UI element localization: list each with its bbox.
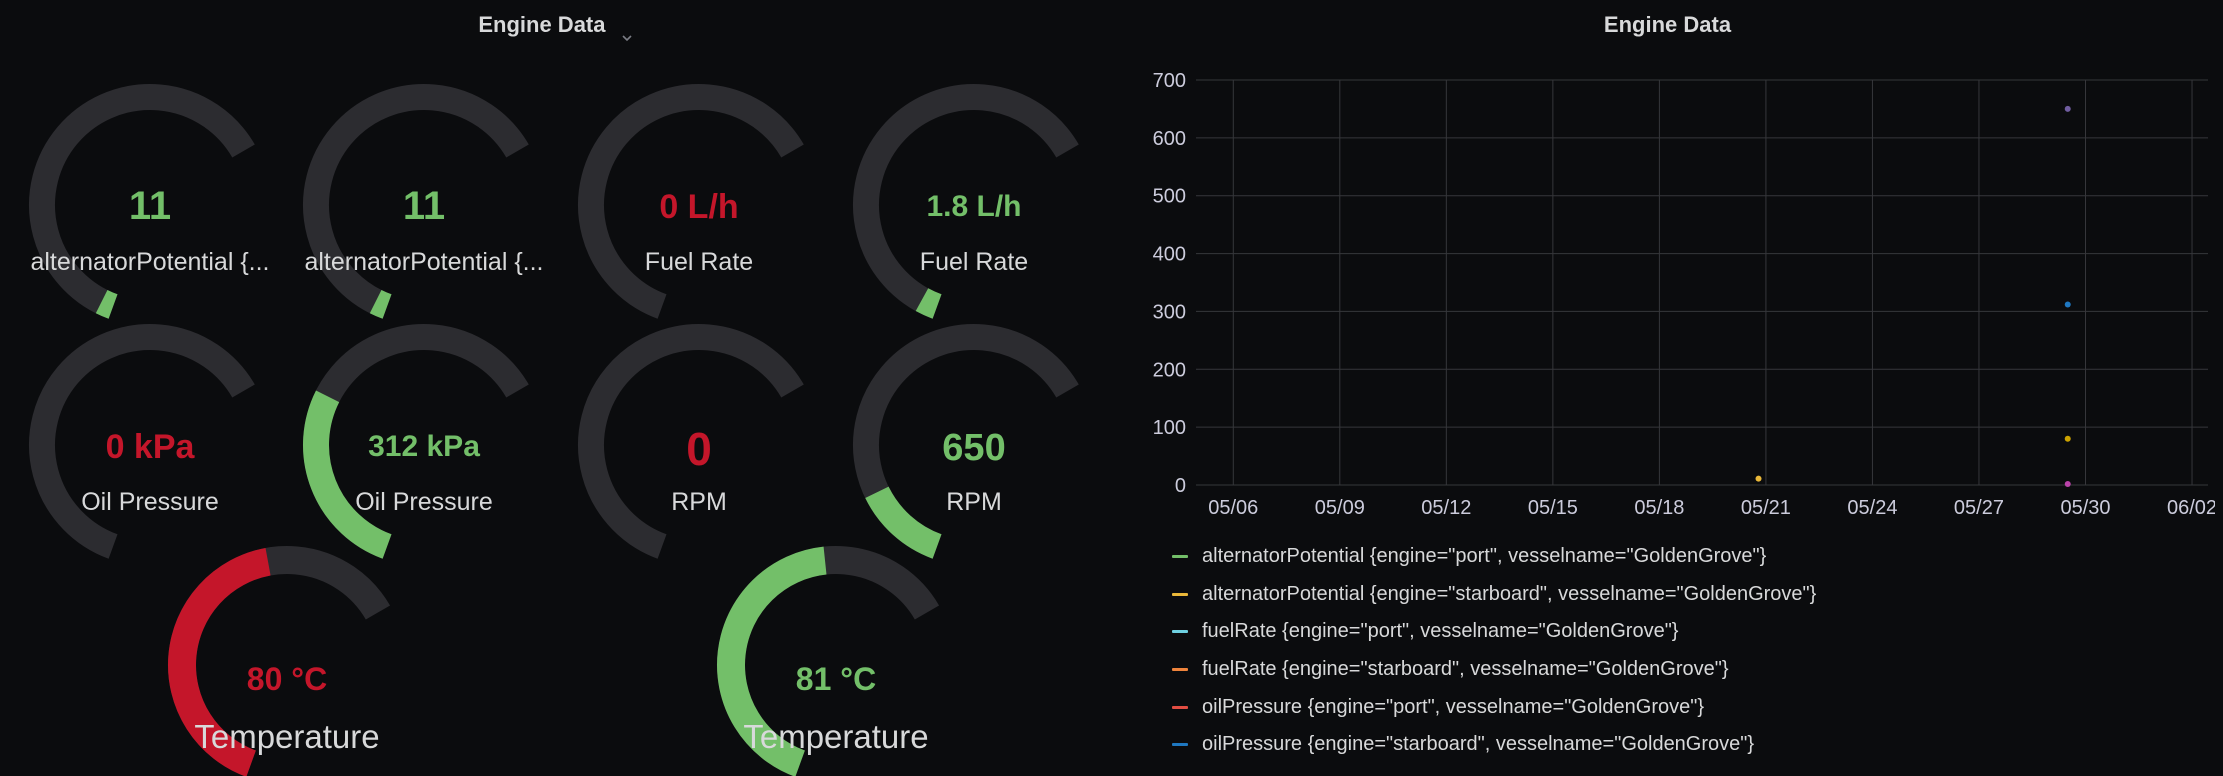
data-point [2064, 480, 2071, 487]
gauge-value: 650 [942, 427, 1006, 470]
gauge-value: 11 [402, 184, 446, 228]
scrollbar-gutter [2215, 0, 2223, 776]
x-tick-label: 05/24 [1847, 497, 1897, 519]
gauge-fill [717, 546, 827, 776]
panel-title: Engine Data [478, 12, 606, 37]
gauge-label: Fuel Rate [644, 247, 754, 276]
chart-legend: alternatorPotential {engine="port", vess… [1172, 538, 2202, 764]
data-point [2064, 301, 2071, 308]
gauge-label: Fuel Rate [919, 247, 1029, 276]
gauge-track [578, 324, 804, 559]
gauge-track [853, 84, 1079, 319]
y-tick-label: 100 [1153, 417, 1186, 439]
panel-title[interactable]: Engine Data [1603, 12, 1732, 37]
legend-swatch [1172, 743, 1188, 747]
y-tick-label: 200 [1153, 359, 1186, 381]
y-tick-label: 600 [1153, 128, 1186, 150]
gauge-alternator-port: 11 alternatorPotential {... [25, 80, 275, 330]
y-tick-label: 300 [1153, 301, 1186, 323]
gauge-track [578, 84, 804, 319]
gauge-value: 0 kPa [105, 427, 195, 466]
gauge-value: 80 °C [246, 660, 328, 697]
gauge-value: 0 [686, 423, 712, 476]
timeseries-panel: Engine Data [1112, 0, 2223, 776]
legend-label: oilPressure {engine="starboard", vesseln… [1202, 733, 1755, 756]
gauges-panel: Engine Data 11 alternatorPotential {... … [0, 0, 1110, 776]
chevron-down-icon[interactable] [622, 21, 632, 42]
gauge-track [29, 324, 255, 559]
gauge-label: Temperature [743, 717, 929, 755]
x-tick-label: 05/18 [1634, 497, 1684, 519]
gauge-alternator-starboard: 11 alternatorPotential {... [299, 80, 549, 330]
gauge-label: RPM [946, 487, 1002, 516]
x-tick-label: 06/02 [2167, 497, 2217, 519]
y-tick-label: 400 [1153, 244, 1186, 266]
legend-item[interactable]: fuelRate {engine="starboard", vesselname… [1172, 651, 2202, 689]
legend-item[interactable]: oilPressure {engine="starboard", vesseln… [1172, 726, 2202, 764]
gauge-label: alternatorPotential {... [30, 247, 270, 276]
gauge-oil-pressure-starboard: 312 kPa Oil Pressure [299, 320, 549, 570]
x-tick-label: 05/27 [1954, 497, 2004, 519]
gauge-fuel-rate-starboard: 1.8 L/h Fuel Rate [849, 80, 1099, 330]
x-tick-label: 05/09 [1315, 497, 1365, 519]
gauge-value: 0 L/h [659, 187, 739, 226]
gauge-rpm-port: 0 RPM [574, 320, 824, 570]
gauge-fill [915, 288, 942, 319]
data-point [2064, 435, 2071, 442]
gauge-track [29, 84, 255, 319]
gauge-fill [369, 289, 392, 319]
x-tick-label: 05/15 [1528, 497, 1578, 519]
gauge-value: 11 [128, 184, 172, 228]
gauge-fill [168, 547, 271, 776]
data-point [1755, 475, 1762, 482]
legend-item[interactable]: fuelRate {engine="port", vesselname="Gol… [1172, 613, 2202, 651]
legend-item[interactable]: alternatorPotential {engine="starboard",… [1172, 576, 2202, 614]
y-tick-label: 0 [1175, 475, 1186, 497]
panel-title-menu[interactable]: Engine Data [0, 10, 1110, 42]
legend-label: fuelRate {engine="port", vesselname="Gol… [1202, 620, 1679, 643]
legend-item[interactable]: oilPressure {engine="port", vesselname="… [1172, 688, 2202, 726]
gauge-fuel-rate-port: 0 L/h Fuel Rate [574, 80, 824, 330]
x-tick-label: 05/21 [1741, 497, 1791, 519]
legend-swatch [1172, 555, 1188, 559]
gauge-temperature-starboard: 81 °C Temperature [713, 542, 959, 776]
gauge-label: Oil Pressure [81, 487, 219, 516]
legend-swatch [1172, 592, 1188, 596]
gauge-fill [865, 486, 942, 559]
gauge-value: 81 °C [795, 660, 877, 697]
gauge-oil-pressure-port: 0 kPa Oil Pressure [25, 320, 275, 570]
gauge-label: Temperature [194, 717, 380, 755]
legend-swatch [1172, 705, 1188, 709]
gauge-value: 1.8 L/h [926, 190, 1022, 223]
gauge-track [303, 84, 529, 319]
engine-data-chart[interactable]: 0 100 200 300 400 500 600 700 05/06 05/09 05/12 05/… [1112, 50, 2223, 530]
data-point [2064, 105, 2071, 112]
gauge-temperature-port: 80 °C Temperature [164, 542, 410, 776]
gauge-rpm-starboard: 650 RPM [849, 320, 1099, 570]
gauge-value: 312 kPa [368, 430, 480, 463]
y-tick-label: 700 [1153, 70, 1186, 92]
gauge-fill [95, 289, 118, 319]
legend-label: oilPressure {engine="port", vesselname="… [1202, 695, 1705, 718]
x-tick-label: 05/06 [1208, 497, 1258, 519]
x-tick-label: 05/12 [1421, 497, 1471, 519]
gauge-fill [303, 390, 392, 559]
legend-item[interactable]: alternatorPotential {engine="port", vess… [1172, 538, 2202, 576]
y-tick-label: 500 [1153, 186, 1186, 208]
legend-swatch [1172, 668, 1188, 672]
legend-label: alternatorPotential {engine="port", vess… [1202, 545, 1767, 568]
gauge-label: RPM [671, 487, 727, 516]
gauge-label: alternatorPotential {... [304, 247, 544, 276]
legend-swatch [1172, 630, 1188, 634]
legend-label: fuelRate {engine="starboard", vesselname… [1202, 658, 1729, 681]
x-tick-label: 05/30 [2060, 497, 2110, 519]
gauge-label: Oil Pressure [355, 487, 493, 516]
legend-label: alternatorPotential {engine="starboard",… [1202, 582, 1817, 605]
